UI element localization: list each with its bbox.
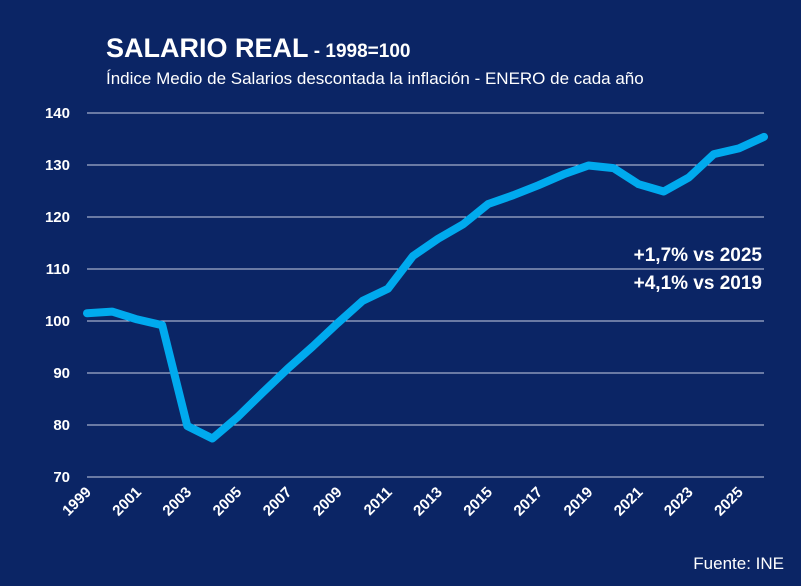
annotation-vs-2025: +1,7% vs 2025 [634, 245, 763, 266]
gridlines [87, 112, 764, 426]
chart-subtitle: Índice Medio de Salarios descontada la i… [106, 69, 644, 88]
y-tick-label: 130 [45, 157, 70, 174]
chart-title: SALARIO REAL - 1998=100 [106, 33, 410, 63]
y-tick-label: 110 [46, 261, 70, 278]
y-tick-label: 120 [45, 209, 70, 226]
chart-title-main: SALARIO REAL [106, 33, 309, 63]
chart-title-suffix: - 1998=100 [309, 41, 411, 62]
y-tick-label: 90 [53, 365, 70, 382]
annotation-vs-2019: +4,1% vs 2019 [634, 273, 762, 294]
source-note: Fuente: INE [693, 554, 784, 573]
y-tick-label: 80 [53, 417, 70, 434]
y-tick-label: 100 [45, 313, 70, 330]
y-axis-ticks: 70 80 90 100 110 120 130 140 [45, 105, 70, 486]
y-tick-label: 140 [45, 105, 70, 122]
series-line-salario-real [83, 132, 768, 443]
y-tick-label: 70 [53, 469, 70, 486]
